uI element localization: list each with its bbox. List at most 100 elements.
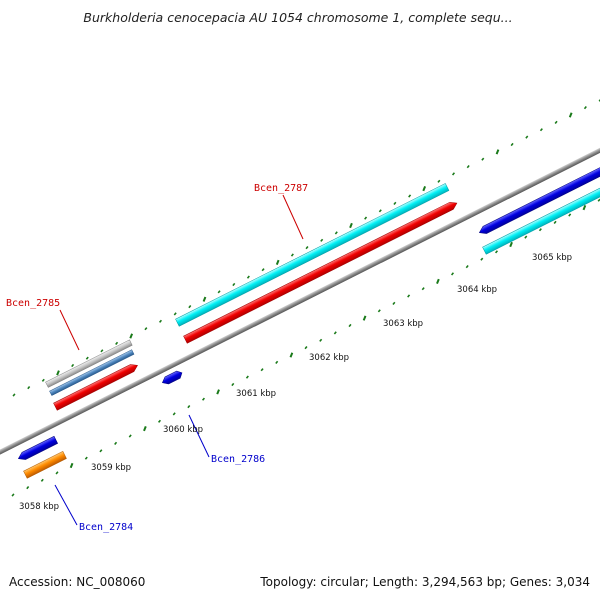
minor-tick [408,194,412,198]
minor-tick [173,312,177,316]
minor-tick [201,397,206,401]
minor-tick [85,356,89,360]
minor-tick [114,441,118,446]
major-tick [289,352,294,358]
minor-tick [40,478,44,482]
accession-text: Accession: NC_008060 [9,575,145,589]
scale-label-3063: 3063 kbp [383,319,423,329]
major-tick [56,370,60,376]
gene-bcen-2786[interactable] [161,369,184,386]
scale-label-3058: 3058 kbp [19,502,59,512]
minor-tick [26,485,30,490]
minor-tick [392,301,396,306]
minor-tick [100,349,104,353]
scale-label-3062: 3062 kbp [309,353,349,363]
minor-tick [158,319,163,323]
gene-bcen-2785-red[interactable] [53,362,140,411]
minor-tick [99,449,103,453]
minor-tick [55,471,59,475]
gene-bcen-2785-steelblue[interactable] [49,349,135,396]
minor-tick [583,105,587,110]
minor-tick [187,404,191,409]
major-tick [362,315,367,321]
major-tick [202,296,207,302]
minor-tick [41,378,45,382]
gene-bcen-2787-cyan[interactable] [175,183,450,327]
major-tick [143,426,147,432]
minor-tick [494,250,499,254]
major-tick [495,149,500,155]
minor-tick [128,434,132,438]
outer-tick-marks [12,99,600,397]
minor-tick [232,282,236,287]
minor-tick [421,287,425,291]
minor-tick [480,257,484,261]
scale-label-3060: 3060 kbp [163,425,203,435]
major-tick [422,186,427,192]
minor-tick [553,220,557,225]
minor-tick [466,164,470,169]
minor-tick [525,135,529,139]
gene-right-cyan[interactable] [482,185,600,255]
minor-tick [364,216,368,220]
minor-tick [377,309,381,313]
topology-summary-text: Topology: circular; Length: 3,294,563 bp… [259,575,590,589]
minor-tick [245,375,249,379]
minor-tick [334,231,338,235]
minor-tick [568,213,572,217]
minor-tick [12,393,16,397]
major-tick [509,241,513,248]
leader-line-bcen-2786 [188,414,210,458]
gene-bcen-2784-blue[interactable] [17,435,59,462]
minor-tick [115,341,119,346]
minor-tick [246,275,250,279]
minor-tick [451,172,456,176]
minor-tick [538,228,542,232]
minor-tick [524,235,528,239]
leader-line-bcen-2785 [59,309,80,351]
minor-tick [348,323,352,328]
minor-tick [481,157,485,161]
minor-tick [27,385,31,390]
gene-label-bcen-2786[interactable]: Bcen_2786 [211,454,265,465]
minor-tick [260,368,264,372]
gene-label-bcen-2787[interactable]: Bcen_2787 [254,183,308,194]
gene-bcen-2787-red[interactable] [183,200,459,344]
minor-tick [290,253,294,257]
minor-tick [407,294,411,298]
minor-tick [319,338,323,342]
scale-label-3065: 3065 kbp [532,253,572,263]
gene-label-bcen-2785[interactable]: Bcen_2785 [6,298,60,309]
leader-line-bcen-2784 [54,484,78,526]
map-title: Burkholderia cenocepacia AU 1054 chromos… [83,10,512,25]
minor-tick [172,412,176,416]
gene-right-blue[interactable] [478,165,600,236]
leader-line-bcen-2787 [282,194,304,240]
minor-tick [450,272,455,276]
minor-tick [378,209,382,213]
gene-bcen-2785-grey[interactable] [45,339,133,388]
minor-tick [304,345,308,350]
minor-tick [333,331,337,335]
major-tick [69,462,74,469]
minor-tick [539,128,543,132]
major-tick [568,112,573,118]
inner-tick-marks [11,198,600,497]
minor-tick [144,327,148,331]
scale-label-3064: 3064 kbp [457,285,497,295]
minor-tick [465,264,469,269]
minor-tick [320,238,324,242]
minor-tick [231,382,235,387]
minor-tick [393,201,397,206]
major-tick [349,222,353,229]
minor-tick [188,304,192,309]
chromosome-backbone [0,140,600,459]
major-tick [216,389,220,395]
gene-bcen-2784-orange[interactable] [23,451,67,479]
minor-tick [275,360,279,365]
minor-tick [84,456,88,460]
major-tick [129,333,134,339]
gene-label-bcen-2784[interactable]: Bcen_2784 [79,522,133,533]
minor-tick [437,179,441,183]
